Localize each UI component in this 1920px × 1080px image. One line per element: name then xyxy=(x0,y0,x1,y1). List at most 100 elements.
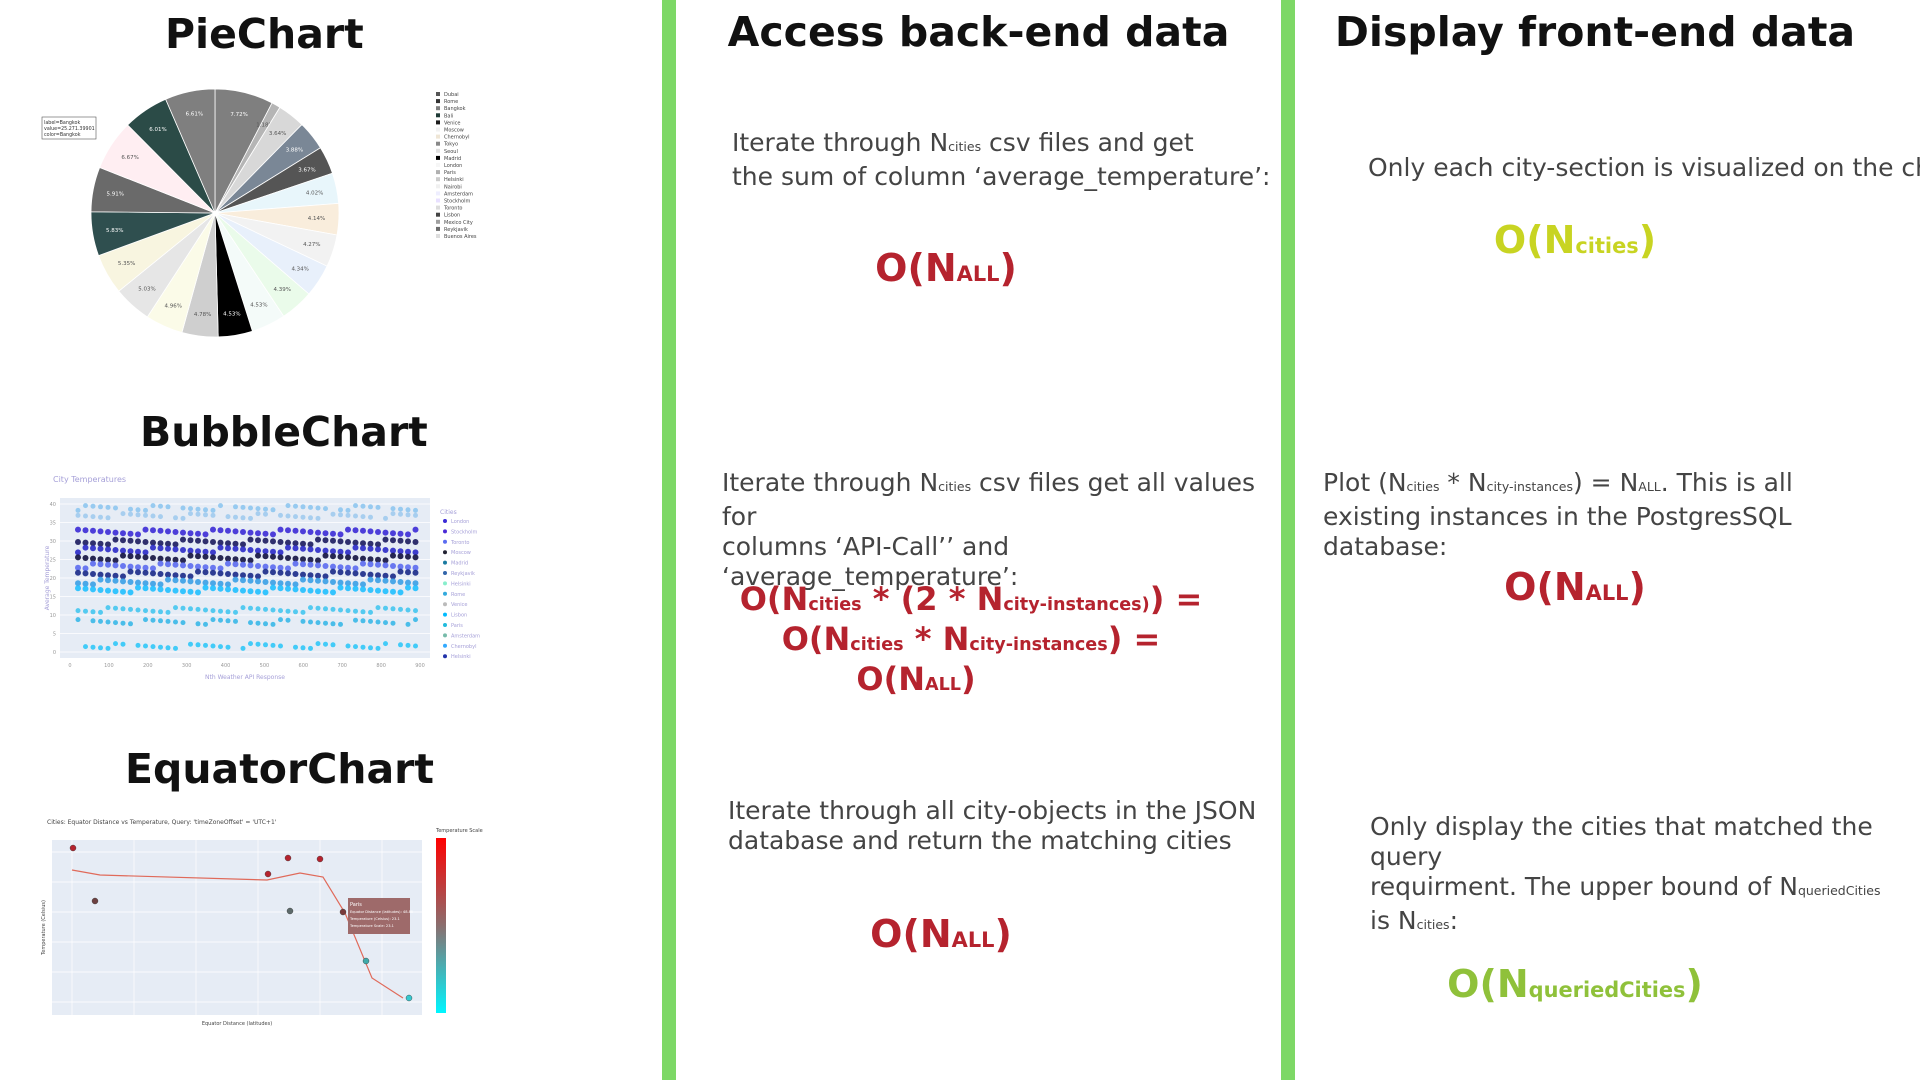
bubble-point xyxy=(255,578,261,585)
bubble-point xyxy=(217,544,224,551)
bubble-point xyxy=(97,576,104,583)
bubble-point xyxy=(390,511,396,517)
bubble-point xyxy=(405,538,411,545)
bubble-point xyxy=(293,609,298,615)
bubble-point xyxy=(240,504,246,510)
bubble-point xyxy=(180,515,186,521)
bubble-point xyxy=(225,527,231,534)
bubble-point xyxy=(202,569,209,576)
bubble-ytick: 35 xyxy=(50,521,56,527)
bubble-point xyxy=(203,607,208,613)
pie-legend-label: Buenos Aires xyxy=(444,234,477,240)
bubble-legend-label: London xyxy=(451,519,469,525)
bubble-point xyxy=(150,565,156,572)
bubble-point xyxy=(375,504,381,510)
bubble-point xyxy=(82,580,89,587)
pie-slice-label: 3.64% xyxy=(269,131,286,137)
bubble-point xyxy=(352,544,359,551)
bubble-point xyxy=(367,576,374,583)
bubble-point xyxy=(285,608,291,614)
bubble-point xyxy=(300,540,306,547)
bubble-point xyxy=(360,545,366,552)
bubble-point xyxy=(405,579,411,586)
bubble-point xyxy=(352,539,359,546)
bubble-point xyxy=(120,578,126,585)
access-backend-heading: Access back-end data xyxy=(727,8,1230,56)
bubble-point xyxy=(262,568,269,575)
bubble-point xyxy=(248,620,253,626)
bubble-point xyxy=(232,587,239,593)
bubble-point xyxy=(97,587,104,593)
bubble-point xyxy=(135,579,141,586)
bubble-point xyxy=(277,549,284,556)
bubble-point xyxy=(323,620,328,626)
bubble-point xyxy=(225,555,231,562)
bubble-point xyxy=(75,539,81,545)
bubble-point xyxy=(105,572,111,579)
bubble-point xyxy=(255,641,261,647)
pie-legend-swatch xyxy=(436,205,440,210)
bubble-point xyxy=(82,544,89,551)
bubble-point xyxy=(203,507,208,513)
bubble-chart-title: BubbleChart xyxy=(140,408,428,456)
bubble-backend-complexity-line1: O(Ncities * (2 * Ncity-instances)) = xyxy=(739,580,1203,618)
equator-chart-title: EquatorChart xyxy=(125,745,434,793)
bubble-title: City Temperatures xyxy=(53,475,126,484)
pie-tooltip-line: color=Bangkok xyxy=(44,132,81,138)
bubble-point xyxy=(135,548,141,555)
bubble-point xyxy=(180,536,186,543)
bubble-point xyxy=(90,514,96,520)
equator-point xyxy=(316,855,324,863)
bubble-legend-dot xyxy=(443,581,447,586)
bubble-ytick: 15 xyxy=(50,595,56,601)
bubble-point xyxy=(360,560,366,567)
bubble-point xyxy=(120,588,126,595)
bubble-point xyxy=(263,506,268,512)
bubble-point xyxy=(143,507,148,513)
equator-tooltip-line: Temperature Scale: 23.1 xyxy=(349,924,394,928)
bubble-legend-dot xyxy=(443,539,447,544)
bubble-point xyxy=(405,507,411,513)
bubble-point xyxy=(165,587,171,593)
bubble-point xyxy=(98,504,103,510)
bubble-point xyxy=(240,529,246,535)
bubble-point xyxy=(360,540,366,547)
bubble-point xyxy=(390,620,396,626)
bubble-point xyxy=(75,512,81,518)
bubble-point xyxy=(360,527,366,534)
bubble-point xyxy=(270,569,276,576)
bubble-point xyxy=(113,505,118,511)
bubble-point xyxy=(390,578,396,585)
bubble-point xyxy=(142,554,149,561)
bubble-point xyxy=(75,564,81,571)
bubble-point xyxy=(255,547,261,554)
bubble-point xyxy=(127,537,134,544)
bubble-point xyxy=(270,579,276,586)
bubble-point xyxy=(278,617,283,623)
bubble-point xyxy=(368,609,373,615)
pie-legend-label: Madrid xyxy=(444,156,461,162)
bubble-point xyxy=(277,539,284,545)
bubble-point xyxy=(225,540,231,547)
bubble-point xyxy=(203,512,208,518)
bubble-point xyxy=(75,569,81,576)
bubble-point xyxy=(368,514,373,520)
bubble-point xyxy=(135,642,141,648)
bubble-point xyxy=(173,515,178,521)
bubble-point xyxy=(240,561,246,568)
bubble-point xyxy=(172,541,179,548)
bubble-point xyxy=(382,547,389,553)
bubble-point xyxy=(315,557,321,564)
bubble-point xyxy=(232,545,239,552)
bubble-point xyxy=(270,621,276,627)
bubble-point xyxy=(233,504,238,510)
bubble-xtick: 300 xyxy=(182,663,192,669)
bubble-point xyxy=(97,540,104,547)
bubble-point xyxy=(322,578,329,585)
bubble-point xyxy=(142,585,149,592)
bubble-point xyxy=(240,572,246,579)
bubble-point xyxy=(390,530,396,537)
pie-legend-label: Bangkok xyxy=(444,106,466,112)
bubble-point xyxy=(90,540,96,547)
bubble-point xyxy=(277,526,284,533)
